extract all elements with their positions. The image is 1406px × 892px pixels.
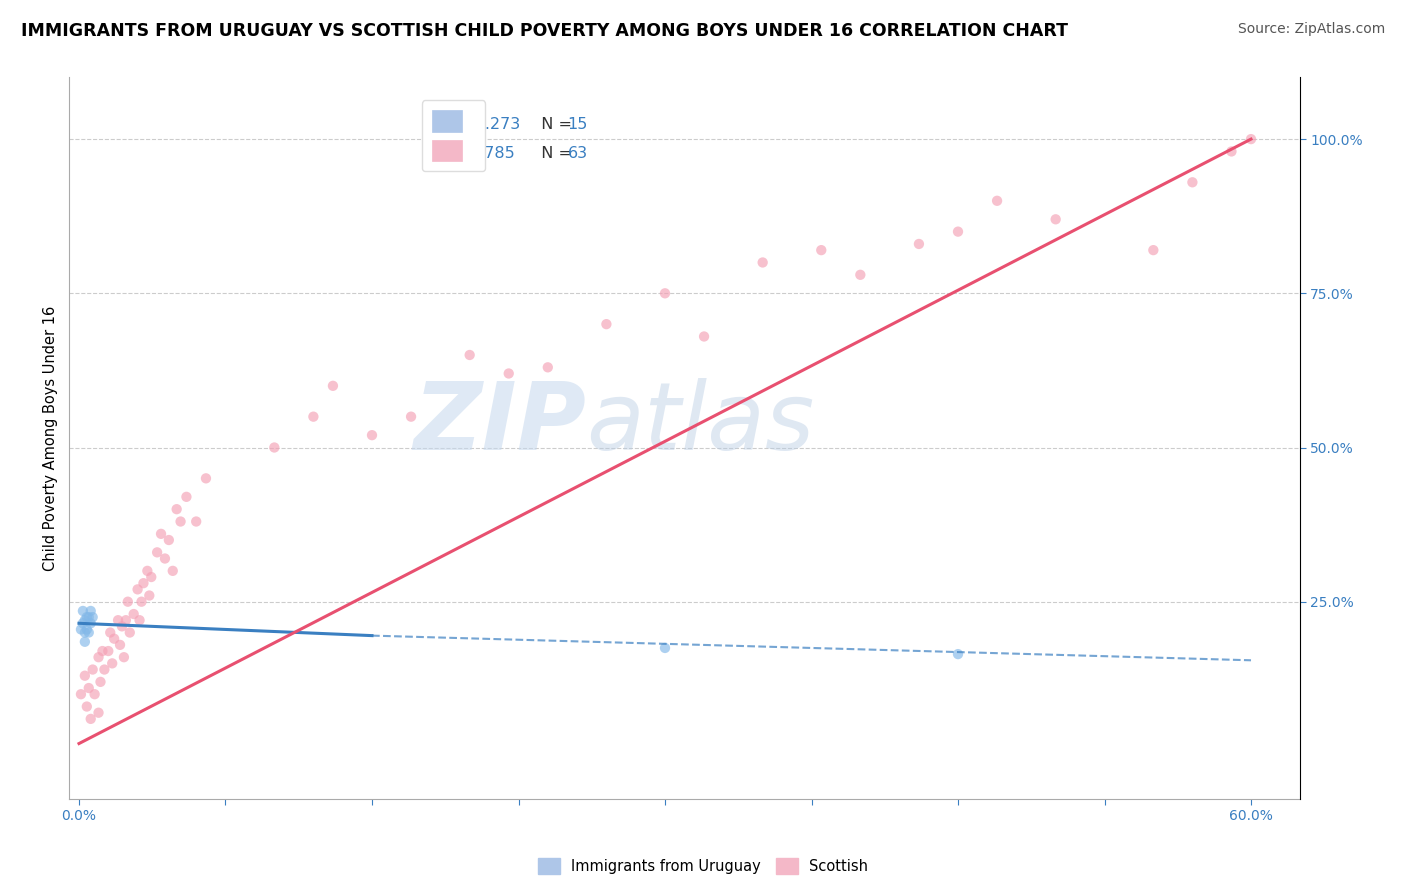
Point xyxy=(111,619,134,633)
Point xyxy=(849,268,872,282)
Point xyxy=(141,570,163,584)
Point xyxy=(322,379,344,393)
Point xyxy=(77,625,100,640)
Point xyxy=(751,255,773,269)
Point xyxy=(263,441,285,455)
Text: IMMIGRANTS FROM URUGUAY VS SCOTTISH CHILD POVERTY AMONG BOYS UNDER 16 CORRELATIO: IMMIGRANTS FROM URUGUAY VS SCOTTISH CHIL… xyxy=(21,22,1069,40)
Point xyxy=(73,625,96,640)
Point xyxy=(458,348,481,362)
Legend: Immigrants from Uruguay, Scottish: Immigrants from Uruguay, Scottish xyxy=(531,852,875,880)
Point xyxy=(162,564,184,578)
Point xyxy=(136,564,159,578)
Point xyxy=(70,623,93,637)
Point xyxy=(101,657,124,671)
Point xyxy=(166,502,188,516)
Point xyxy=(83,687,105,701)
Point xyxy=(146,545,169,559)
Point xyxy=(112,650,135,665)
Point xyxy=(73,613,96,627)
Point xyxy=(946,647,969,661)
Point xyxy=(654,286,676,301)
Text: 63: 63 xyxy=(568,145,588,161)
Point xyxy=(138,589,160,603)
Point xyxy=(986,194,1008,208)
Point xyxy=(169,515,191,529)
Point xyxy=(122,607,145,621)
Point xyxy=(399,409,422,424)
Point xyxy=(150,526,173,541)
Point xyxy=(810,243,832,257)
Y-axis label: Child Poverty Among Boys Under 16: Child Poverty Among Boys Under 16 xyxy=(44,306,58,571)
Point xyxy=(91,644,114,658)
Text: N =: N = xyxy=(530,145,576,161)
Point xyxy=(82,663,104,677)
Point xyxy=(70,687,93,701)
Point xyxy=(87,650,110,665)
Point xyxy=(76,623,98,637)
Point xyxy=(89,674,111,689)
Point xyxy=(98,625,121,640)
Point xyxy=(361,428,384,442)
Point xyxy=(72,604,94,618)
Point xyxy=(595,317,617,331)
Point xyxy=(908,237,931,252)
Point xyxy=(1045,212,1067,227)
Text: ZIP: ZIP xyxy=(413,378,586,470)
Point xyxy=(93,663,115,677)
Point xyxy=(498,367,520,381)
Point xyxy=(1240,132,1263,146)
Point xyxy=(302,409,325,424)
Point xyxy=(654,640,676,655)
Point xyxy=(80,616,103,631)
Text: 0.785: 0.785 xyxy=(470,145,515,161)
Text: R =: R = xyxy=(432,145,467,161)
Point xyxy=(176,490,198,504)
Point xyxy=(115,613,138,627)
Point xyxy=(80,604,103,618)
Point xyxy=(186,515,208,529)
Text: R =: R = xyxy=(432,117,467,132)
Point xyxy=(132,576,155,591)
Point xyxy=(103,632,125,646)
Point xyxy=(127,582,149,597)
Point xyxy=(1181,175,1204,189)
Point xyxy=(1220,145,1243,159)
Point xyxy=(80,712,103,726)
Point xyxy=(97,644,120,658)
Point xyxy=(73,669,96,683)
Point xyxy=(107,613,129,627)
Point xyxy=(76,699,98,714)
Point xyxy=(131,595,153,609)
Text: N =: N = xyxy=(530,117,576,132)
Point xyxy=(77,681,100,695)
Point xyxy=(72,616,94,631)
Point xyxy=(693,329,716,343)
Text: -0.273: -0.273 xyxy=(470,117,520,132)
Point xyxy=(108,638,131,652)
Point xyxy=(73,634,96,648)
Point xyxy=(946,225,969,239)
Point xyxy=(128,613,150,627)
Point xyxy=(194,471,217,485)
Point xyxy=(117,595,139,609)
Text: 15: 15 xyxy=(568,117,588,132)
Point xyxy=(118,625,141,640)
Point xyxy=(87,706,110,720)
Point xyxy=(1142,243,1164,257)
Point xyxy=(537,360,560,375)
Point xyxy=(76,610,98,624)
Point xyxy=(77,610,100,624)
Point xyxy=(153,551,176,566)
Point xyxy=(157,533,180,547)
Legend: , : , xyxy=(422,100,485,171)
Text: atlas: atlas xyxy=(586,378,814,469)
Point xyxy=(82,610,104,624)
Text: Source: ZipAtlas.com: Source: ZipAtlas.com xyxy=(1237,22,1385,37)
